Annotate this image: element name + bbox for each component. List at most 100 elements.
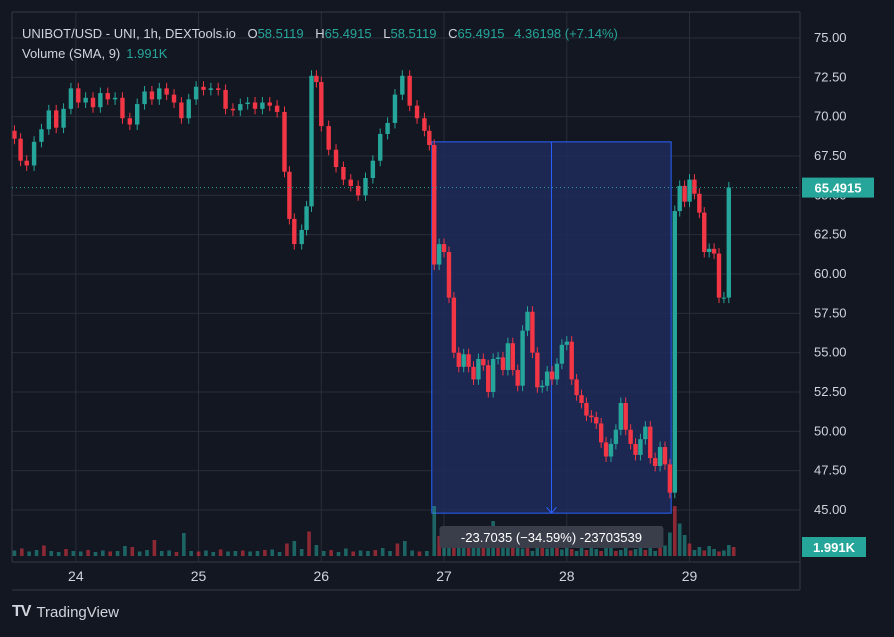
y-tick-label: 45.00 <box>814 502 847 517</box>
volume-bar <box>727 545 731 556</box>
candle-body <box>638 439 643 455</box>
volume-bar <box>717 551 721 556</box>
close-label: C <box>448 26 458 41</box>
candle-body <box>98 93 103 108</box>
volume-bar <box>211 552 216 556</box>
volume-bar <box>93 552 98 556</box>
volume-bar <box>182 533 186 556</box>
candle-body <box>476 358 481 380</box>
high-label: H <box>315 26 325 41</box>
volume-bar <box>307 531 311 556</box>
volume-bar <box>618 550 623 556</box>
volume-bar <box>501 545 505 556</box>
volume-bar <box>78 551 83 556</box>
volume-bar <box>321 551 326 556</box>
candle-body <box>427 130 432 145</box>
volume-bar <box>461 547 466 556</box>
volume-bar <box>71 551 76 556</box>
candle-body <box>326 126 331 150</box>
volume-bar <box>380 548 385 556</box>
candle-body <box>157 88 162 100</box>
volume-bar <box>486 543 491 556</box>
brand-footer[interactable]: TV TradingView <box>12 603 119 621</box>
volume-bar <box>417 551 422 556</box>
volume-bar <box>248 551 252 556</box>
volume-bar <box>697 547 702 556</box>
candle-body <box>441 244 447 252</box>
chart-grid <box>12 12 800 562</box>
candle-body <box>422 118 427 131</box>
volume-bar <box>555 548 559 556</box>
candle-body <box>304 206 309 230</box>
volume-bar <box>520 548 525 556</box>
volume-bar <box>653 551 657 556</box>
volume-bar <box>476 546 481 556</box>
x-tick-label: 27 <box>436 568 452 584</box>
candle-body <box>554 363 560 380</box>
volume-bar <box>599 551 603 556</box>
change-value: 4.36198 (+7.14%) <box>514 26 618 41</box>
x-tick-label: 24 <box>68 568 84 584</box>
candle-body <box>711 248 717 254</box>
volume-bar <box>145 550 149 556</box>
volume-bar <box>663 545 667 556</box>
candle-body <box>223 89 228 109</box>
candle-body <box>451 297 457 353</box>
candle-body <box>12 130 17 139</box>
volume-bar <box>540 546 545 556</box>
candle-body <box>31 141 37 166</box>
candle-body <box>687 179 692 202</box>
candle-body <box>648 426 653 459</box>
candle-body <box>633 443 638 455</box>
candle-body <box>267 102 272 106</box>
candle-body <box>569 341 574 380</box>
volume-bar <box>437 536 441 556</box>
measure-label: -23.7035 (−34.59%) -23703539 <box>461 530 642 545</box>
candle-body <box>134 104 140 125</box>
volume-badge: 1.991K <box>813 540 856 555</box>
y-tick-label: 75.00 <box>814 30 847 45</box>
x-tick-label: 26 <box>314 568 330 584</box>
candle-body <box>589 415 594 418</box>
volume-bar <box>263 550 267 556</box>
y-tick-label: 70.00 <box>814 109 847 124</box>
candle-body <box>598 423 604 443</box>
x-tick-label: 25 <box>191 568 207 584</box>
candle-body <box>667 464 673 493</box>
volume-bar <box>702 550 707 556</box>
candle-body <box>706 248 712 252</box>
candle-body <box>628 429 633 444</box>
volume-bar <box>336 552 341 556</box>
candle-body <box>385 122 390 134</box>
y-tick-label: 62.50 <box>814 227 847 242</box>
volume-bar <box>648 540 653 556</box>
volume-badge-bg <box>802 537 866 557</box>
candle-body <box>76 88 81 103</box>
candle-body <box>721 297 727 299</box>
volume-bar <box>589 545 594 556</box>
candle-body <box>432 144 437 265</box>
candle-body <box>702 212 707 252</box>
volume-bar <box>594 549 599 556</box>
volume-bar <box>130 547 135 556</box>
open-label: O <box>247 26 258 41</box>
candle-body <box>142 91 147 105</box>
volume-bar <box>628 550 633 556</box>
candle-body <box>216 88 221 90</box>
candle-body <box>490 358 496 392</box>
volume-bar <box>351 551 356 556</box>
open-value: 58.5119 <box>257 26 304 41</box>
volume-bar <box>329 550 333 556</box>
candle-body <box>446 251 452 298</box>
volume-bar <box>101 550 105 556</box>
volume-bar <box>510 547 515 556</box>
volume-bar <box>344 548 348 556</box>
y-tick-label: 57.50 <box>814 305 847 320</box>
volume-bar <box>233 551 238 556</box>
candle-body <box>726 187 732 298</box>
volume-bar <box>299 549 304 556</box>
candle-body <box>505 343 511 370</box>
candle-body <box>39 129 44 142</box>
volume-bar <box>579 548 584 556</box>
